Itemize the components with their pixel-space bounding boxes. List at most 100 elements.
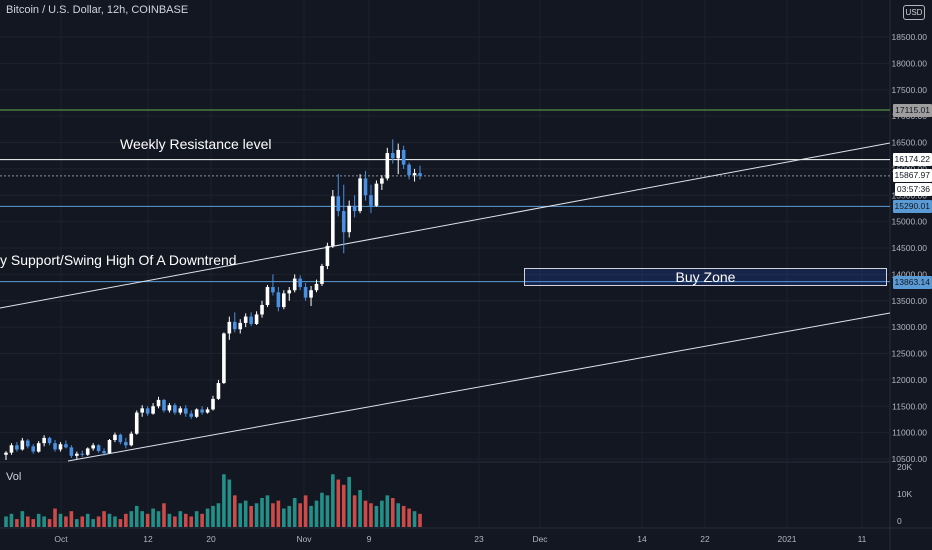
candle-body xyxy=(222,333,226,384)
volume-bar xyxy=(124,513,128,527)
volume-bar xyxy=(183,513,188,527)
currency-button[interactable]: USD xyxy=(903,5,925,20)
volume-bar xyxy=(271,503,275,527)
price-tick-label: 14500.00 xyxy=(892,243,928,253)
volume-bar xyxy=(276,500,281,527)
candle-body xyxy=(271,287,275,293)
volume-bar xyxy=(331,474,335,527)
candle-body xyxy=(96,445,101,452)
volume-bar xyxy=(31,519,36,527)
lower-trend-line[interactable] xyxy=(67,312,891,462)
volume-bar xyxy=(265,495,270,527)
candle-body xyxy=(167,405,172,411)
volume-bar xyxy=(352,495,357,527)
volume-bar xyxy=(336,479,341,527)
upper-trend-line[interactable] xyxy=(0,142,891,309)
candle-body xyxy=(36,443,41,452)
volume-bar xyxy=(401,505,406,527)
volume-bar xyxy=(156,511,161,527)
volume-bar xyxy=(91,519,95,527)
candle-body xyxy=(205,409,210,413)
volume-bar xyxy=(238,503,243,527)
volume-bar xyxy=(243,500,248,527)
volume-bar xyxy=(107,513,112,527)
candle-body xyxy=(140,408,144,413)
volume-bar xyxy=(162,503,166,527)
candle-body xyxy=(102,451,106,454)
price-tick-label: 15000.00 xyxy=(892,217,928,227)
price-tag-15290: 15290.01 xyxy=(892,200,932,213)
volume-tick-label: 20K xyxy=(897,462,912,472)
candle-body xyxy=(80,453,85,455)
volume-bar xyxy=(64,516,68,527)
volume-bar xyxy=(232,495,237,527)
candle-body xyxy=(58,444,63,450)
candle-body xyxy=(265,287,270,305)
candle-body xyxy=(341,211,346,233)
candle-body xyxy=(292,278,297,291)
price-tag-13863: 13863.14 xyxy=(892,276,932,289)
volume-bar xyxy=(260,498,264,527)
volume-bar xyxy=(314,500,319,527)
price-tick-label: 18500.00 xyxy=(892,32,928,42)
candle-body xyxy=(129,433,134,446)
price-tick-label: 16500.00 xyxy=(892,138,928,148)
candle-body xyxy=(287,290,292,294)
candle-body xyxy=(15,445,19,450)
volume-bar xyxy=(358,490,362,527)
time-axis[interactable]: Oct 12 20 Nov 9 23 Dec 14 22 2021 11 xyxy=(54,534,866,544)
volume-bar xyxy=(42,516,46,527)
price-tick-label: 12000.00 xyxy=(892,375,928,385)
volume-bar xyxy=(374,505,379,527)
time-tick-label: 23 xyxy=(474,534,484,544)
candle-body xyxy=(369,195,373,206)
candle-body xyxy=(183,408,188,414)
time-tick-label: 2021 xyxy=(778,534,797,544)
volume-bar xyxy=(145,513,150,527)
candle-body xyxy=(396,149,401,159)
candle-body xyxy=(320,265,324,284)
candle-body xyxy=(243,316,248,323)
volume-label: Vol xyxy=(6,471,22,483)
candle-body xyxy=(227,321,232,334)
time-tick-label: 20 xyxy=(206,534,216,544)
volume-bar xyxy=(282,508,286,527)
volume-bar xyxy=(227,479,232,527)
candle-body xyxy=(298,278,302,288)
buy-zone-box[interactable]: Buy Zone xyxy=(524,268,887,286)
volume-bar xyxy=(418,513,422,527)
candle-body xyxy=(64,444,68,448)
candle-body xyxy=(25,440,30,447)
volume-bar xyxy=(303,495,308,527)
price-tick-label: 12500.00 xyxy=(892,349,928,359)
volume-bar xyxy=(47,519,52,527)
weekly-resistance-annotation[interactable]: Weekly Resistance level xyxy=(120,136,272,152)
candle-body xyxy=(113,434,117,441)
candle-body xyxy=(374,183,379,206)
candle-body xyxy=(407,164,411,176)
price-tick-label: 17500.00 xyxy=(892,85,928,95)
volume-bar xyxy=(341,484,346,527)
price-tag-resistance: 16174.22 xyxy=(892,153,932,166)
volume-bar xyxy=(75,519,79,527)
candle-body xyxy=(69,447,74,456)
candle-body xyxy=(309,290,313,298)
candle-body xyxy=(412,173,417,176)
trend-lines[interactable] xyxy=(0,142,891,462)
price-tick-label: 14000.00 xyxy=(892,269,928,279)
support-annotation[interactable]: y Support/Swing High Of A Downtrend xyxy=(0,252,237,268)
candle-body xyxy=(9,445,14,453)
price-tick-label: 18000.00 xyxy=(892,58,928,68)
volume-bar xyxy=(167,513,172,527)
candle-body xyxy=(151,406,155,414)
candle-body xyxy=(249,316,253,324)
candle-body xyxy=(363,178,368,196)
horizontal-levels[interactable] xyxy=(0,109,890,283)
candle-body xyxy=(47,437,52,444)
candle-body xyxy=(162,399,166,411)
time-tick-label: Oct xyxy=(54,534,68,544)
candle-body xyxy=(325,245,330,266)
volume-bar xyxy=(113,516,117,527)
volume-bar xyxy=(407,508,411,527)
